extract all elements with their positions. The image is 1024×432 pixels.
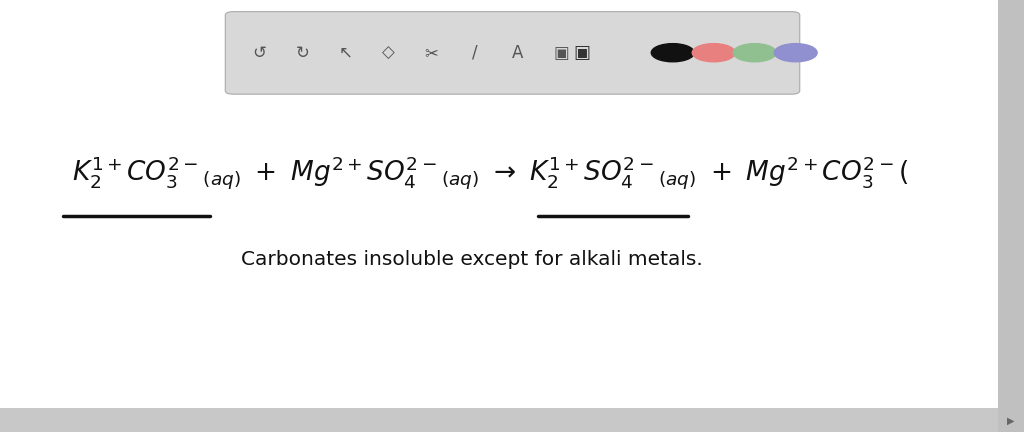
Circle shape (651, 44, 694, 62)
Text: ↖: ↖ (339, 44, 352, 62)
Text: ↻: ↻ (295, 44, 309, 62)
Text: ▶: ▶ (1008, 416, 1015, 426)
Text: $K_2^{1+}CO_3^{2-}{}_{(aq)}$$\ +\ $$Mg^{2+}SO_4^{2-}{}_{(aq)}$$\ \rightarrow\ $$: $K_2^{1+}CO_3^{2-}{}_{(aq)}$$\ +\ $$Mg^{… (72, 154, 908, 191)
Text: ◇: ◇ (382, 44, 395, 62)
FancyBboxPatch shape (225, 12, 800, 94)
Circle shape (692, 44, 735, 62)
Text: A: A (512, 44, 523, 62)
FancyBboxPatch shape (998, 0, 1024, 432)
Text: /: / (472, 44, 477, 62)
Text: ↺: ↺ (252, 44, 266, 62)
Text: ▣: ▣ (573, 44, 590, 62)
Text: Carbonates insoluble except for alkali metals.: Carbonates insoluble except for alkali m… (241, 250, 702, 269)
FancyBboxPatch shape (0, 408, 998, 432)
Text: ▣: ▣ (553, 44, 569, 62)
FancyBboxPatch shape (0, 0, 998, 408)
Circle shape (733, 44, 776, 62)
Text: ✂: ✂ (425, 44, 438, 62)
Circle shape (774, 44, 817, 62)
